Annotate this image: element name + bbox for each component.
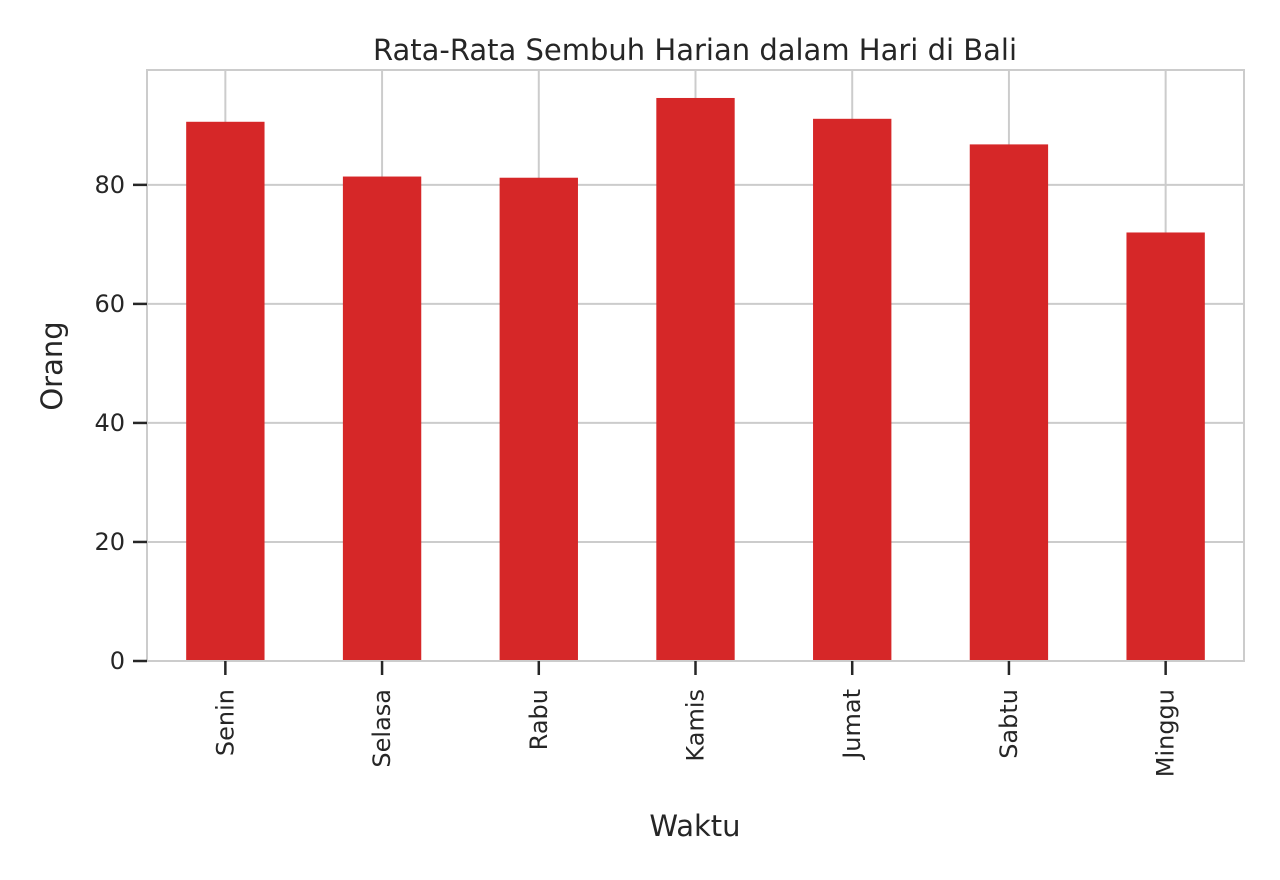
bar-sabtu <box>969 144 1049 662</box>
y-tick-label: 60 <box>94 290 125 318</box>
x-tick-label: Selasa <box>368 689 396 768</box>
x-axis: Senin Selasa Rabu Kamis Jumat Sabtu Minggu <box>211 661 1180 777</box>
y-tick-label: 40 <box>94 409 125 437</box>
x-tick-label: Senin <box>211 689 239 756</box>
y-tick-label: 0 <box>110 647 125 675</box>
bar-rabu <box>499 177 578 661</box>
x-axis-label: Waktu <box>649 809 740 843</box>
y-tick-label: 20 <box>94 528 125 556</box>
y-axis-label: Orang <box>35 321 69 410</box>
x-tick-label: Rabu <box>525 689 553 750</box>
bar-minggu <box>1126 232 1205 662</box>
bar-kamis <box>656 97 735 662</box>
bars <box>186 97 1205 662</box>
x-tick-label: Jumat <box>838 689 866 761</box>
x-tick-label: Kamis <box>682 689 710 762</box>
bar-senin <box>186 121 265 661</box>
chart-title: Rata-Rata Sembuh Harian dalam Hari di Ba… <box>373 33 1017 67</box>
y-tick-label: 80 <box>94 171 125 199</box>
y-axis: 0 20 40 60 80 <box>94 171 147 675</box>
x-tick-label: Sabtu <box>995 689 1023 759</box>
bar-jumat <box>813 118 892 661</box>
bar-selasa <box>342 176 422 662</box>
x-tick-label: Minggu <box>1152 689 1180 777</box>
